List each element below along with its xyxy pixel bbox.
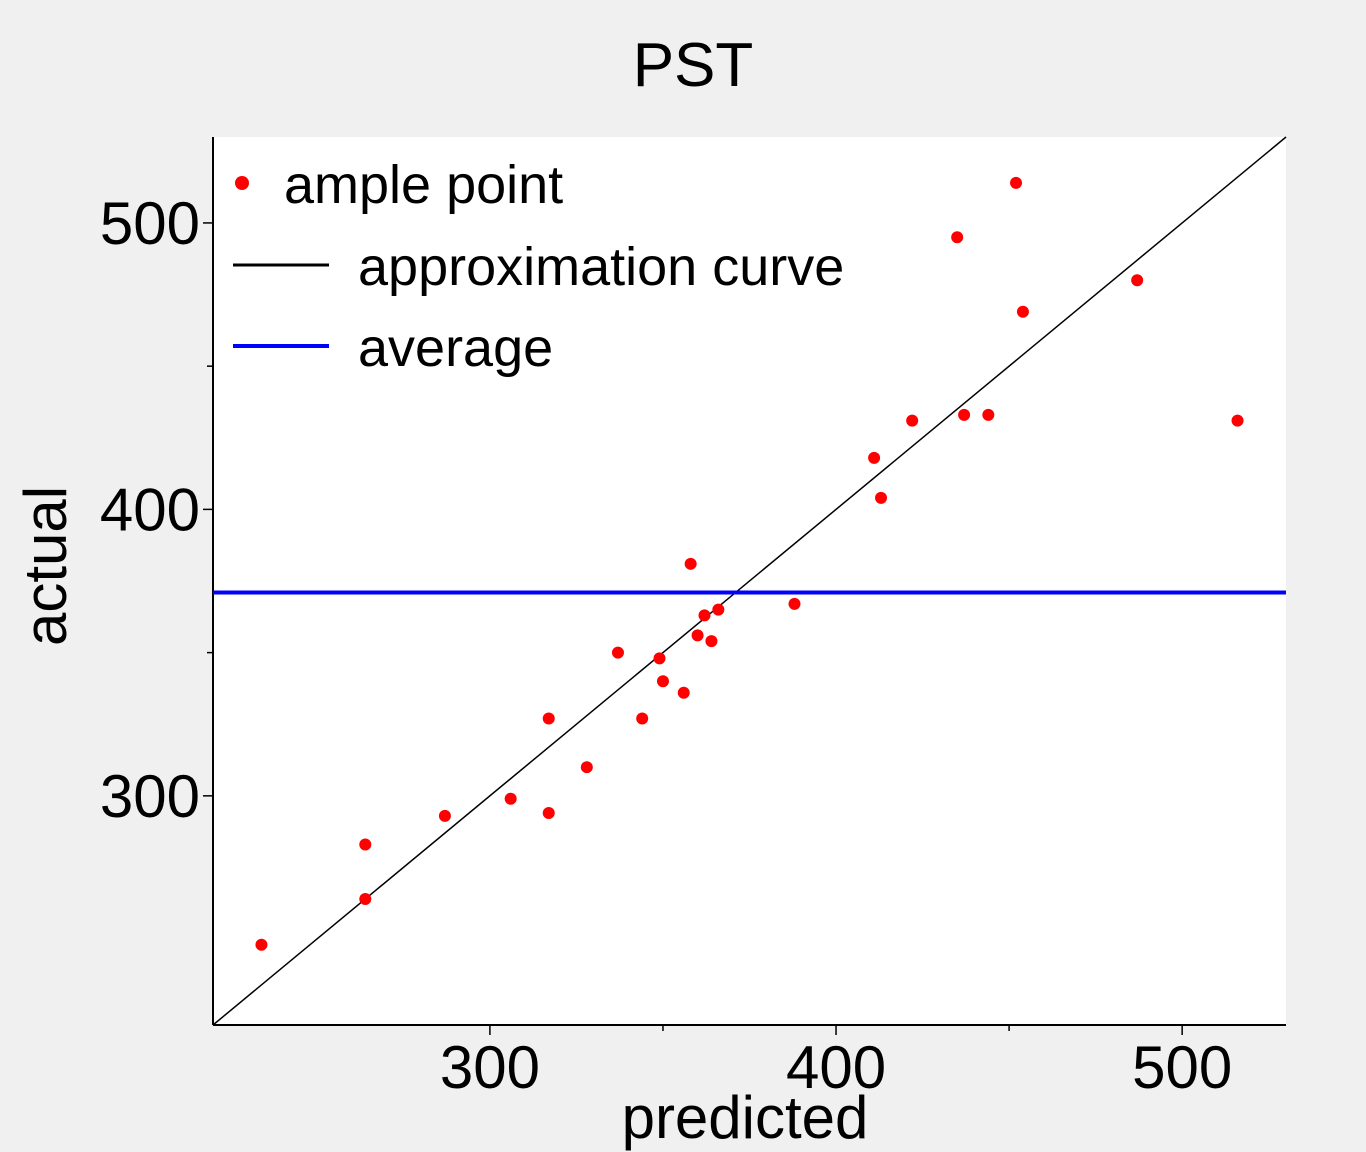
approximation-curve-line <box>212 136 1287 1026</box>
scatter-point <box>542 807 555 820</box>
chart-title: PST <box>633 31 754 100</box>
series-layer <box>212 136 1287 1026</box>
scatter-point <box>504 792 517 805</box>
legend-label: approximation curve <box>358 237 844 297</box>
scatter-point <box>677 686 690 699</box>
scatter-point <box>691 629 704 642</box>
scatter-point <box>982 408 995 421</box>
x-tick-label: 400 <box>786 1034 886 1101</box>
y-tick-label: 300 <box>100 763 200 830</box>
x-tick-label: 500 <box>1132 1034 1232 1101</box>
y-tick-label: 400 <box>100 476 200 543</box>
scatter-point <box>868 451 881 464</box>
scatter-point <box>951 231 964 244</box>
scatter-point <box>359 838 372 851</box>
legend-label: ample point <box>284 155 563 215</box>
scatter-point <box>1131 274 1144 287</box>
x-tick-label: 300 <box>440 1034 540 1101</box>
y-axis: 300 400 500 <box>100 137 214 1025</box>
scatter-point <box>438 809 451 822</box>
scatter-point <box>1010 176 1023 189</box>
scatter-point <box>906 414 919 427</box>
legend-label: average <box>358 318 553 378</box>
scatter-point <box>255 938 268 951</box>
scatter-point <box>684 557 697 570</box>
scatter-point <box>653 652 666 665</box>
scatter-point <box>1231 414 1244 427</box>
scatter-point <box>636 712 649 725</box>
scatter-point <box>1016 305 1029 318</box>
legend: ample point approximation curve average <box>233 155 844 378</box>
x-axis: 300 400 500 <box>213 1024 1286 1101</box>
scatter-point <box>611 646 624 659</box>
scatter-point <box>788 597 801 610</box>
scatter-point <box>359 892 372 905</box>
scatter-point <box>656 675 669 688</box>
scatter-point <box>705 635 718 648</box>
scatter-point <box>712 603 725 616</box>
x-axis-label: predicted <box>622 1084 869 1151</box>
scatter-point <box>958 408 971 421</box>
scatter-point <box>875 491 888 504</box>
scatter-point <box>698 609 711 622</box>
y-axis-label: actual <box>12 486 79 646</box>
legend-marker-point <box>235 176 249 190</box>
scatter-point <box>542 712 555 725</box>
scatter-point <box>580 761 593 774</box>
y-tick-label: 500 <box>100 190 200 257</box>
